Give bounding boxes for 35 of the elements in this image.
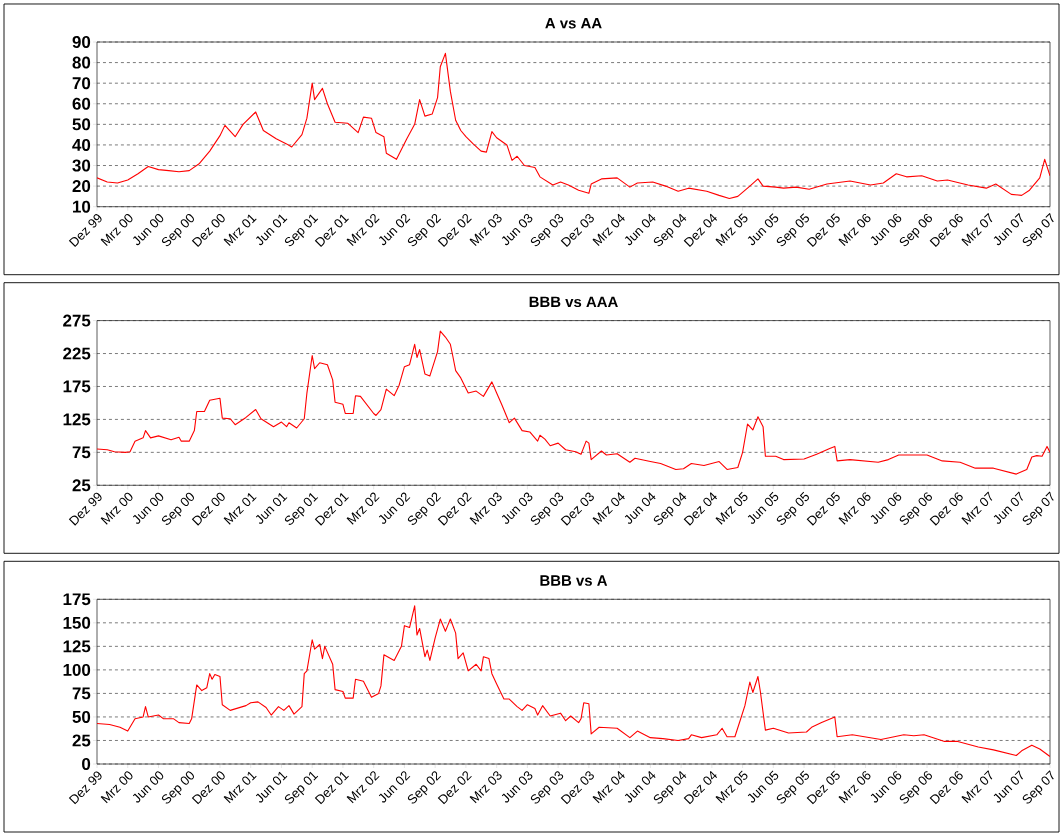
y-tick-label: 25 bbox=[72, 479, 91, 492]
y-tick-label: 20 bbox=[72, 180, 91, 193]
chart-title: BBB vs A bbox=[540, 575, 608, 586]
y-tick-label: 50 bbox=[72, 118, 91, 131]
y-tick-label: 275 bbox=[63, 314, 91, 327]
y-tick-label: 175 bbox=[63, 380, 91, 393]
x-tick-label: Dez 99 bbox=[68, 492, 102, 526]
y-tick-label: 80 bbox=[72, 56, 91, 69]
y-tick-label: 75 bbox=[72, 446, 91, 459]
x-tick-label: Sep 07 bbox=[1022, 491, 1054, 525]
y-tick-label: 50 bbox=[72, 710, 91, 723]
x-tick-label: Dez 99 bbox=[68, 771, 102, 805]
y-tick-label: 125 bbox=[63, 640, 91, 653]
chart-title: A vs AA bbox=[545, 18, 602, 29]
x-tick-label: Dez 99 bbox=[68, 214, 102, 248]
y-tick-label: 0 bbox=[82, 758, 91, 770]
y-tick-label: 40 bbox=[72, 138, 91, 151]
y-tick-label: 150 bbox=[63, 616, 91, 629]
line-series bbox=[97, 605, 1050, 758]
y-tick-label: 75 bbox=[72, 687, 91, 700]
y-tick-label: 10 bbox=[73, 200, 91, 213]
line-series bbox=[97, 52, 1050, 200]
chart-title: BBB vs AAA bbox=[529, 296, 618, 308]
line-series bbox=[97, 330, 1050, 475]
x-tick-label: Sep 07 bbox=[1022, 770, 1054, 804]
x-tick-label: Sep 07 bbox=[1022, 212, 1054, 247]
y-tick-label: 25 bbox=[72, 734, 91, 747]
y-tick-label: 175 bbox=[63, 593, 91, 606]
y-tick-label: 70 bbox=[72, 77, 91, 90]
y-tick-label: 100 bbox=[63, 663, 91, 676]
y-tick-label: 90 bbox=[72, 36, 91, 48]
y-tick-label: 225 bbox=[63, 347, 91, 360]
y-tick-label: 30 bbox=[72, 159, 91, 172]
y-tick-label: 125 bbox=[63, 413, 91, 426]
y-tick-label: 60 bbox=[72, 97, 91, 110]
